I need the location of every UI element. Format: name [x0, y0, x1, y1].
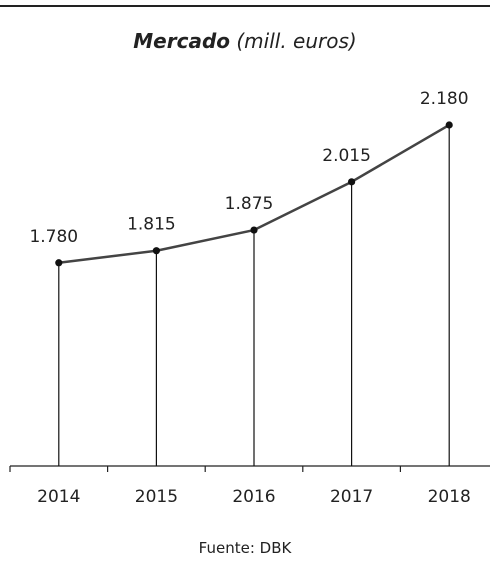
chart-title-main: Mercado [133, 29, 231, 53]
data-label: 2.015 [322, 146, 371, 166]
data-point [445, 121, 453, 129]
data-label: 2.180 [420, 89, 469, 109]
x-tick-label: 2015 [135, 487, 178, 507]
x-tick-label: 2016 [232, 487, 275, 507]
data-point [152, 247, 160, 255]
data-label: 1.780 [29, 227, 78, 247]
x-tick-label: 2018 [428, 487, 471, 507]
x-tick-label: 2017 [330, 487, 373, 507]
x-tick-label: 2014 [37, 487, 80, 507]
data-point [55, 259, 63, 267]
data-point [348, 178, 356, 186]
data-label: 1.815 [127, 215, 176, 235]
data-point [250, 226, 258, 234]
data-label: 1.875 [225, 194, 274, 214]
top-rule [0, 5, 490, 7]
source-note: Fuente: DBK [198, 539, 292, 557]
chart-title: Mercado (mill. euros) [0, 29, 490, 53]
chart-title-unit: (mill. euros) [236, 29, 357, 53]
